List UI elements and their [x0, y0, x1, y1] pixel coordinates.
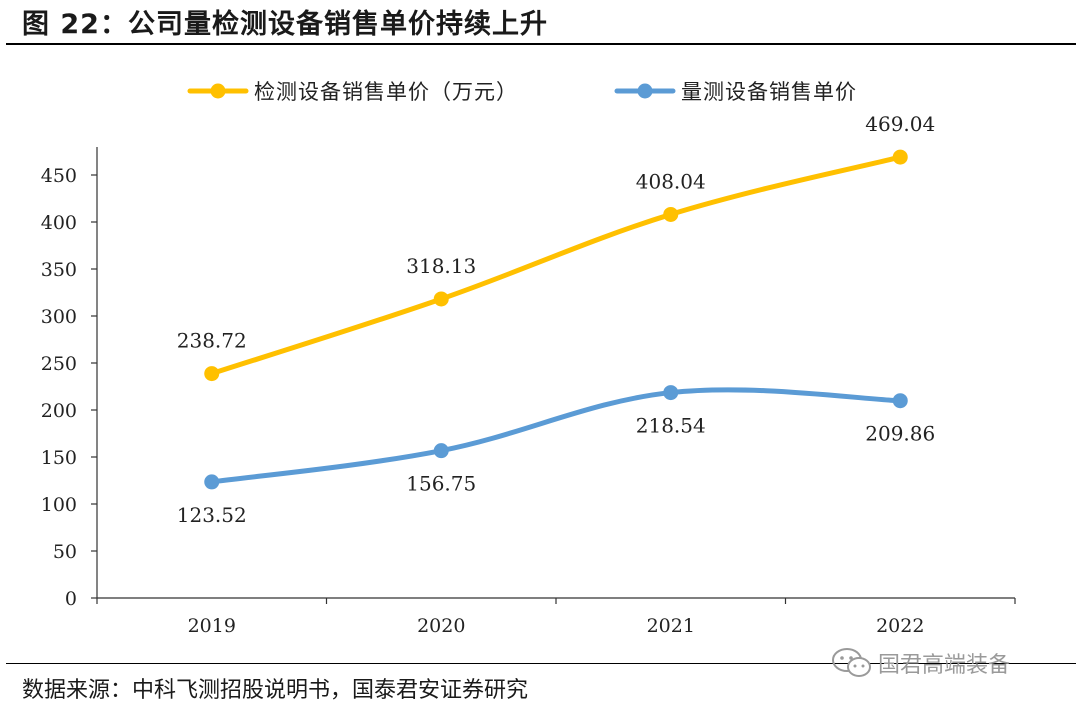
data-point — [433, 291, 449, 307]
data-label: 209.86 — [865, 422, 935, 446]
y-tick-label: 50 — [53, 541, 77, 563]
x-tick-label: 2022 — [876, 615, 924, 637]
data-label: 156.75 — [406, 472, 476, 496]
source-note: 数据来源：中科飞测招股说明书，国泰君安证券研究 — [22, 678, 529, 703]
watermark-text: 国君高端装备 — [878, 653, 1011, 678]
data-label: 469.04 — [865, 112, 935, 136]
data-point — [663, 385, 679, 401]
footer-divider — [6, 663, 1076, 664]
y-tick-label: 300 — [41, 306, 77, 328]
data-point — [892, 393, 908, 409]
title-bar: 图 22：公司量检测设备销售单价持续上升 — [0, 0, 1080, 46]
data-point — [204, 474, 220, 490]
data-point — [204, 366, 220, 382]
series-line — [209, 387, 903, 485]
legend-label: 检测设备销售单价（万元） — [254, 80, 518, 104]
line-chart: 检测设备销售单价（万元） 量测设备销售单价 0 50 100 150 200 250 300 3… — [41, 80, 1016, 637]
y-tick-label: 450 — [41, 165, 77, 187]
data-point — [892, 149, 908, 165]
x-tick-label: 2021 — [647, 615, 695, 637]
data-point — [433, 443, 449, 459]
x-tick-label: 2020 — [417, 615, 465, 637]
series-line — [209, 154, 903, 377]
watermark: 国君高端装备 — [830, 643, 1010, 683]
y-tick-label: 350 — [41, 259, 77, 281]
title-divider — [6, 43, 1076, 45]
y-tick-label: 250 — [41, 353, 77, 375]
y-tick-label: 150 — [41, 447, 77, 469]
legend-swatch-marker — [637, 83, 653, 99]
chart-legend: 检测设备销售单价（万元） 量测设备销售单价 — [187, 80, 857, 104]
data-point — [663, 206, 679, 222]
y-tick-label: 0 — [65, 588, 77, 610]
y-tick-label: 100 — [41, 494, 77, 516]
data-label: 318.13 — [406, 254, 476, 278]
y-tick-label: 200 — [41, 400, 77, 422]
data-label: 218.54 — [636, 414, 706, 438]
chart-axes: 0 50 100 150 200 250 300 350 400 450 2019 2020 2021 2… — [41, 147, 1016, 637]
chart-series: 238.72 318.13 408.04 469.04 123.52 156.75 218.… — [177, 112, 935, 527]
data-label: 238.72 — [177, 329, 247, 353]
data-label: 123.52 — [177, 503, 247, 527]
x-tick-label: 2019 — [188, 615, 236, 637]
wechat-icon — [832, 648, 871, 677]
legend-swatch-marker — [210, 83, 226, 99]
data-label: 408.04 — [636, 169, 706, 193]
legend-label: 量测设备销售单价 — [681, 80, 857, 104]
y-tick-label: 400 — [41, 212, 77, 234]
page-title: 图 22：公司量检测设备销售单价持续上升 — [22, 9, 548, 40]
